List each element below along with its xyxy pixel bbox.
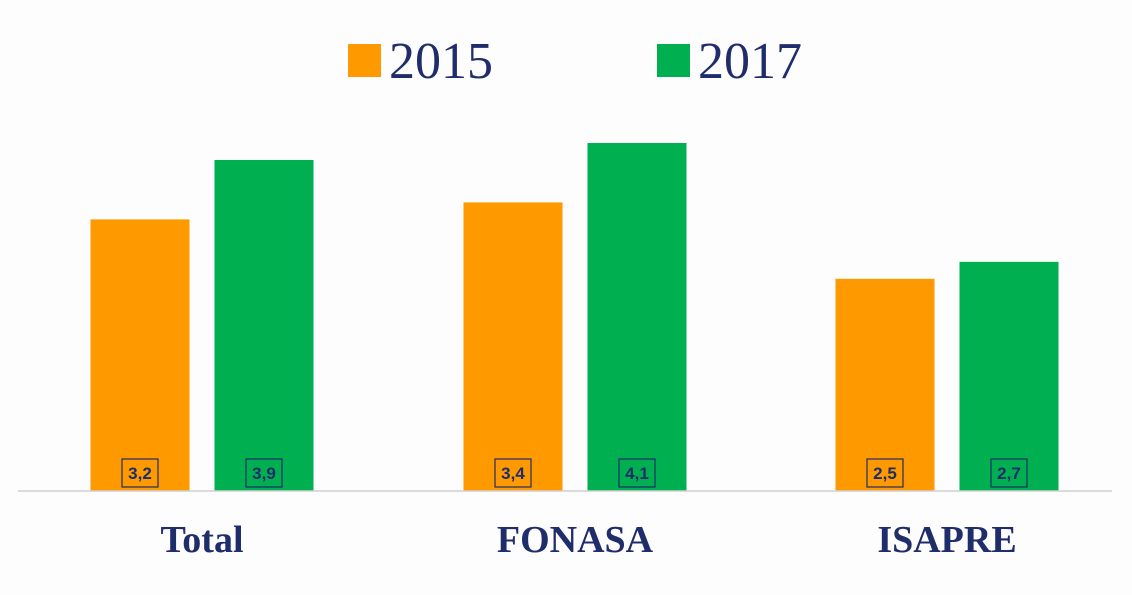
value-label-box: [866, 458, 904, 488]
legend-swatch-2015: [348, 44, 381, 77]
bar-fonasa-2017: [587, 143, 687, 491]
value-label-total-2015: 3,2: [128, 464, 152, 483]
bar-isapre-2017: [959, 261, 1059, 491]
value-label-isapre-2015: 2,5: [873, 464, 897, 483]
legend-label-2017: 2017: [698, 33, 802, 90]
bars: 3,2 3,9 3,4 4,1 2,5 2,7: [90, 143, 1059, 492]
value-label-isapre-2017: 2,7: [997, 464, 1021, 483]
category-label-fonasa: FONASA: [497, 519, 654, 561]
legend-label-2015: 2015: [389, 33, 493, 90]
category-labels: Total FONASA ISAPRE: [160, 519, 1016, 561]
value-label-box: [494, 458, 532, 488]
bar-isapre-2015: [835, 278, 935, 491]
value-label-box: [618, 458, 656, 488]
value-label-box: [990, 458, 1028, 488]
category-label-total: Total: [160, 519, 243, 561]
value-label-fonasa-2015: 3,4: [501, 464, 525, 483]
value-label-box: [245, 458, 283, 488]
category-label-isapre: ISAPRE: [877, 519, 1016, 561]
bar-total-2017: [214, 159, 314, 491]
value-label-total-2017: 3,9: [252, 464, 276, 483]
value-label-fonasa-2017: 4,1: [625, 464, 649, 483]
legend: 2015 2017: [348, 33, 802, 90]
bar-fonasa-2015: [463, 202, 563, 492]
legend-swatch-2017: [657, 44, 690, 77]
value-label-box: [121, 458, 159, 488]
bar-total-2015: [90, 219, 190, 491]
